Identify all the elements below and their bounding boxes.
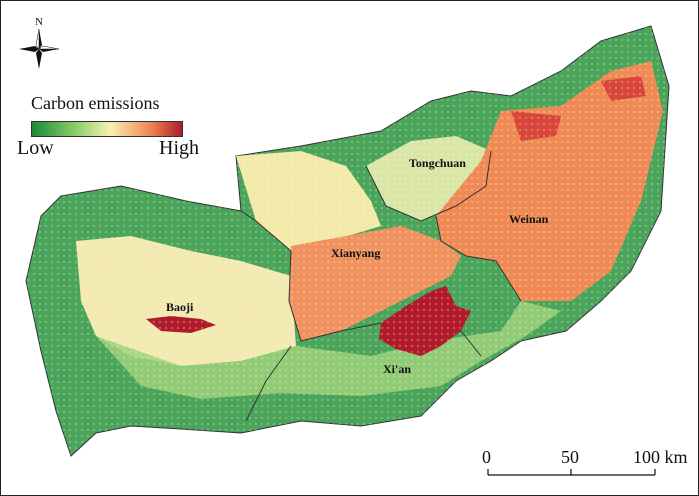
scale-bar [487, 469, 656, 476]
city-label-xianyang: Xianyang [331, 246, 380, 260]
scale-label-100: 100 km [633, 447, 688, 467]
scale-label-50: 50 [561, 447, 579, 467]
city-label-tongchuan: Tongchuan [409, 156, 466, 170]
city-boundaries [240, 150, 522, 422]
compass-rose-icon [19, 28, 60, 69]
city-label-xian: Xi'an [383, 362, 411, 376]
scale-label-0: 0 [482, 447, 491, 467]
legend-high-label: High [159, 137, 199, 159]
legend-low-label: Low [17, 137, 54, 159]
hex-grid-texture [26, 26, 669, 456]
legend-color-ramp [31, 121, 183, 137]
north-label: N [35, 16, 43, 28]
legend-title: Carbon emissions [31, 93, 160, 113]
city-label-baoji: Baoji [166, 300, 194, 314]
city-label-weinan: Weinan [509, 212, 549, 226]
